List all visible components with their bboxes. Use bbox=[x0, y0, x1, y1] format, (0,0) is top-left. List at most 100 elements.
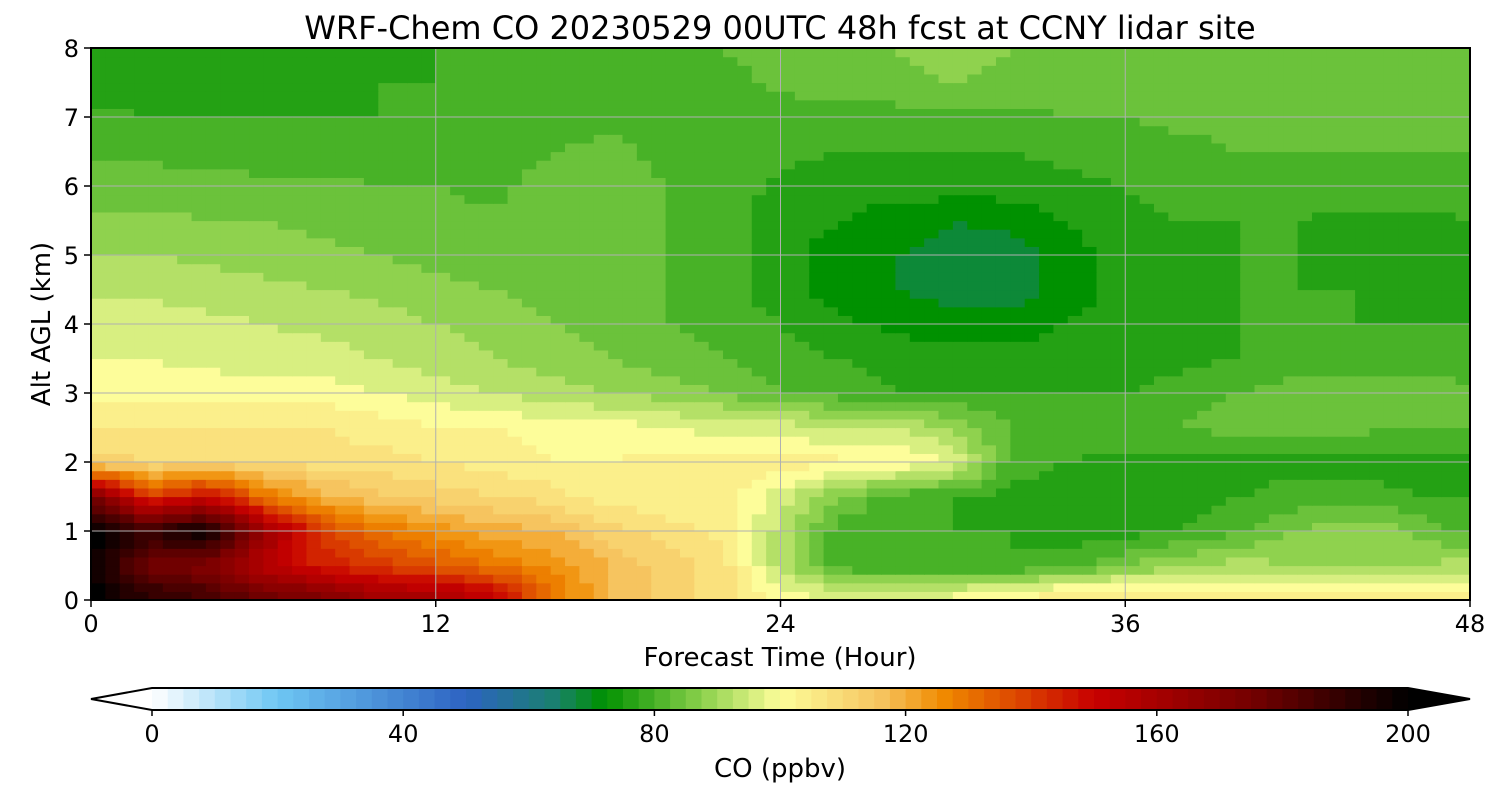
heatmap-cell bbox=[1383, 487, 1399, 498]
heatmap-cell bbox=[191, 479, 207, 489]
heatmap-cell bbox=[1153, 160, 1169, 170]
heatmap-cell bbox=[191, 349, 207, 360]
heatmap-cell bbox=[1225, 453, 1241, 463]
heatmap-cell bbox=[320, 479, 336, 489]
heatmap-cell bbox=[1039, 522, 1055, 532]
heatmap-cell bbox=[1024, 237, 1040, 247]
heatmap-cell bbox=[1053, 393, 1069, 403]
heatmap-cell bbox=[1096, 151, 1112, 161]
heatmap-cell bbox=[464, 349, 480, 360]
heatmap-cell bbox=[450, 211, 466, 222]
heatmap-cell bbox=[1268, 358, 1284, 368]
heatmap-cell bbox=[536, 367, 552, 377]
heatmap-cell bbox=[1426, 220, 1442, 230]
heatmap-cell bbox=[421, 470, 437, 480]
heatmap-cell bbox=[708, 220, 724, 230]
heatmap-cell bbox=[794, 565, 810, 575]
heatmap-cell bbox=[636, 168, 652, 178]
heatmap-cell bbox=[177, 531, 193, 541]
heatmap-cell bbox=[507, 375, 523, 385]
heatmap-cell bbox=[981, 332, 997, 342]
heatmap-cell bbox=[177, 522, 193, 532]
heatmap-cell bbox=[809, 220, 825, 230]
heatmap-cell bbox=[1168, 375, 1184, 385]
heatmap-cell bbox=[823, 255, 839, 265]
heatmap-cell bbox=[464, 418, 480, 429]
heatmap-cell bbox=[809, 393, 825, 403]
heatmap-cell bbox=[1139, 565, 1155, 575]
heatmap-cell bbox=[708, 401, 724, 411]
heatmap-cell bbox=[1211, 505, 1227, 515]
heatmap-cell bbox=[249, 496, 264, 506]
heatmap-cell bbox=[148, 229, 164, 239]
heatmap-cell bbox=[967, 427, 983, 437]
heatmap-cell bbox=[493, 211, 509, 222]
heatmap-cell bbox=[651, 306, 667, 316]
heatmap-cell bbox=[220, 229, 236, 239]
heatmap-cell bbox=[636, 203, 652, 213]
heatmap-cell bbox=[665, 341, 681, 351]
heatmap-cell bbox=[1441, 367, 1457, 377]
heatmap-cell bbox=[809, 160, 825, 170]
heatmap-cell bbox=[1283, 280, 1299, 291]
heatmap-cell bbox=[450, 151, 466, 161]
heatmap-cell bbox=[1455, 410, 1470, 420]
heatmap-cell bbox=[924, 194, 940, 204]
heatmap-cell bbox=[234, 591, 250, 600]
heatmap-cell bbox=[723, 246, 738, 256]
heatmap-cell bbox=[938, 315, 954, 325]
heatmap-cell bbox=[1412, 367, 1428, 377]
heatmap-cell bbox=[177, 220, 193, 230]
heatmap-cell bbox=[895, 556, 911, 567]
heatmap-cell bbox=[766, 246, 782, 256]
heatmap-cell bbox=[1039, 393, 1055, 403]
heatmap-cell bbox=[392, 436, 408, 446]
heatmap-cell bbox=[1326, 358, 1342, 368]
heatmap-cell bbox=[177, 341, 193, 351]
heatmap-cell bbox=[794, 289, 810, 299]
heatmap-cell bbox=[622, 298, 638, 308]
heatmap-cell bbox=[148, 289, 164, 299]
heatmap-cell bbox=[679, 539, 695, 549]
heatmap-cell bbox=[579, 505, 595, 515]
heatmap-cell bbox=[1311, 324, 1327, 334]
heatmap-cell bbox=[952, 177, 968, 187]
heatmap-cell bbox=[794, 229, 810, 239]
heatmap-cell bbox=[205, 324, 221, 334]
heatmap-cell bbox=[1053, 280, 1069, 291]
heatmap-cell bbox=[751, 220, 767, 230]
heatmap-cell bbox=[177, 462, 193, 472]
heatmap-cell bbox=[1053, 151, 1069, 161]
heatmap-cell bbox=[909, 367, 925, 377]
heatmap-cell bbox=[1168, 565, 1184, 575]
heatmap-cell bbox=[780, 341, 796, 351]
heatmap-cell bbox=[277, 505, 293, 515]
heatmap-cell bbox=[292, 298, 308, 308]
heatmap-cell bbox=[1125, 505, 1141, 515]
heatmap-cell bbox=[565, 272, 580, 282]
heatmap-cell bbox=[191, 548, 207, 558]
heatmap-cell bbox=[1125, 263, 1141, 273]
heatmap-cell bbox=[234, 393, 250, 403]
heatmap-cell bbox=[1082, 289, 1098, 299]
heatmap-cell bbox=[407, 479, 422, 489]
heatmap-cell bbox=[550, 358, 566, 368]
heatmap-cell bbox=[1110, 556, 1126, 567]
heatmap-cell bbox=[220, 332, 236, 342]
heatmap-cell bbox=[191, 315, 207, 325]
heatmap-cell bbox=[995, 194, 1011, 204]
heatmap-cell bbox=[1455, 556, 1470, 567]
heatmap-cell bbox=[1067, 505, 1083, 515]
heatmap-cell bbox=[1340, 565, 1356, 575]
heatmap-cell bbox=[881, 522, 897, 532]
heatmap-cell bbox=[1412, 410, 1428, 420]
heatmap-cell bbox=[536, 505, 552, 515]
heatmap-cell bbox=[1441, 427, 1457, 437]
heatmap-cell bbox=[995, 462, 1011, 472]
heatmap-cell bbox=[1168, 358, 1184, 368]
heatmap-cell bbox=[1326, 332, 1342, 342]
heatmap-cell bbox=[565, 289, 580, 299]
heatmap-cell bbox=[1010, 393, 1026, 403]
heatmap-cell bbox=[794, 186, 810, 196]
heatmap-cell bbox=[881, 168, 897, 178]
